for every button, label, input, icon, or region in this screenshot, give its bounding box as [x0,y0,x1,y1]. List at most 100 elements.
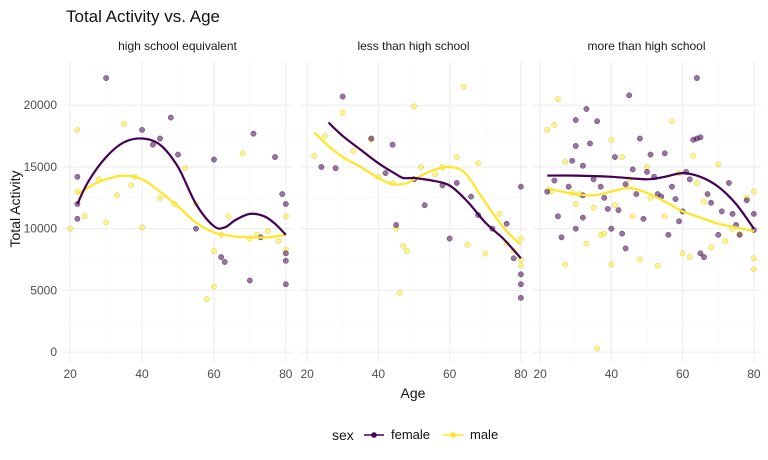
x-tick-label: 60 [207,367,221,381]
point-female [446,235,453,242]
point-male [339,109,346,116]
point-male [239,150,246,157]
point-male [400,243,407,249]
point-male [81,213,88,220]
point-male [554,96,561,102]
legend-title: sex [332,427,354,443]
point-male [210,283,217,290]
point-female [282,250,289,257]
point-female [597,183,604,190]
point-male [350,147,357,154]
point-female [368,135,375,142]
legend: sex female male [332,427,498,443]
point-female [579,214,586,221]
point-male [722,238,729,244]
point-female [565,183,572,190]
point-female [339,93,346,100]
facet-label: high school equivalent [118,39,237,53]
point-female [583,105,590,112]
point-female [246,277,253,284]
smooth-line-male [547,186,755,233]
point-female [697,134,704,141]
point-female [572,225,579,232]
x-tick-label: 40 [135,367,149,381]
point-male [686,254,693,261]
point-male [562,159,569,165]
point-male [157,194,163,201]
point-female [175,151,181,158]
point-female [218,254,225,261]
x-tick-label: 60 [443,367,457,381]
point-female [517,294,524,301]
point-female [510,255,517,262]
facet-panel-high-school-equivalent: high school equivalent 20 40 60 80 [63,39,293,381]
point-male [679,250,686,257]
point-male [654,262,661,269]
point-male [482,250,489,257]
point-male [619,154,626,161]
point-female [708,199,715,206]
point-male [590,204,597,211]
point-female [661,150,668,157]
point-female [622,245,629,252]
point-female [554,213,561,220]
point-female [157,135,163,142]
point-female [622,181,629,188]
point-female [149,141,156,148]
point-male [583,240,590,247]
point-male [182,165,189,172]
point-female [517,183,524,190]
y-tick-label: 5000 [30,283,57,297]
y-axis-title: Total Activity [7,170,23,247]
point-male [411,103,417,110]
point-female [332,165,339,172]
point-male [113,192,120,199]
point-female [672,196,679,202]
point-male [121,120,128,127]
point-male [128,182,135,189]
point-female [693,75,700,81]
legend-key-point [450,432,456,438]
point-male [701,198,707,205]
point-female [74,173,81,180]
x-tick-label: 20 [300,367,314,381]
point-female [103,75,110,81]
point-female [601,194,608,201]
point-male [750,255,757,262]
point-male [517,262,524,269]
legend-key-female: female [364,427,430,442]
point-female [453,180,460,186]
x-tick-label: 80 [279,367,293,381]
point-female [729,210,736,217]
point-female [647,151,654,158]
point-male [311,152,318,159]
legend-key-point [371,432,377,438]
x-tick-label: 40 [605,367,619,381]
y-tick-label: 20000 [24,98,58,112]
chart-title: Total Activity vs. Age [66,7,220,26]
point-male [715,161,722,168]
point-female [193,225,199,232]
legend-label-female: female [391,427,430,442]
point-male [67,225,74,232]
facet-panel-more-than-high-school: more than high school 20 40 60 80 [533,39,761,381]
y-tick-label: 0 [50,345,57,359]
point-female [644,168,650,175]
point-female [517,271,524,278]
point-female [517,281,524,288]
point-male [572,201,579,207]
point-female [608,225,615,232]
point-female [615,207,622,214]
point-female [676,218,683,225]
point-male [396,289,403,296]
point-female [633,191,640,198]
x-tick-label: 20 [64,367,78,381]
point-male [264,228,271,235]
point-male [464,241,471,248]
point-male [708,244,715,251]
facet-label: less than high school [357,39,469,53]
legend-label-male: male [470,427,498,442]
point-female [718,208,725,215]
point-male [517,235,524,242]
